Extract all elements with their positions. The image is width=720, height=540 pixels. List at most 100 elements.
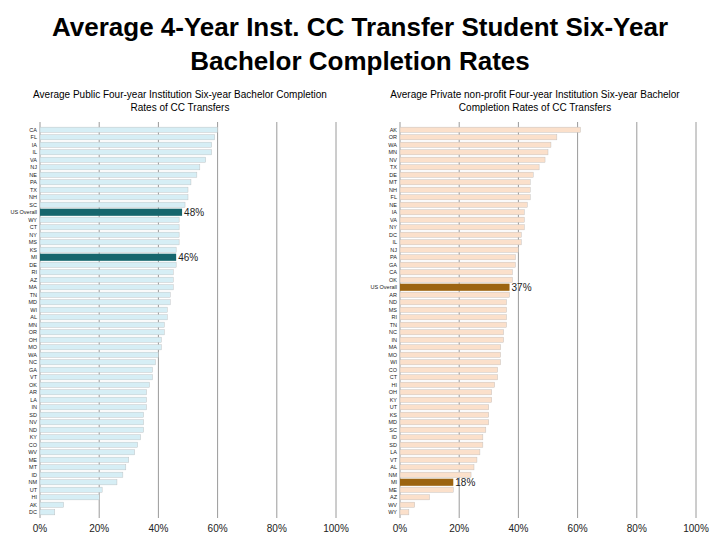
bar [400, 375, 498, 380]
bar [40, 337, 161, 342]
bar [40, 217, 179, 222]
bars [40, 127, 218, 515]
category-label: MD [388, 419, 397, 425]
category-label: AZ [30, 277, 38, 283]
bar [40, 277, 173, 282]
category-label: WY [388, 509, 397, 515]
tick-label: 60% [568, 523, 588, 534]
bar [40, 412, 144, 417]
bar [40, 165, 200, 170]
bar [400, 337, 504, 342]
category-label: KY [390, 397, 398, 403]
category-label: MS [29, 239, 38, 245]
bar [40, 135, 215, 140]
bar [40, 450, 135, 455]
category-label: AK [30, 502, 38, 508]
category-label: KS [30, 247, 38, 253]
category-label: TN [390, 322, 397, 328]
category-label: IA [392, 209, 398, 215]
category-label: RI [392, 314, 398, 320]
bar [40, 150, 212, 155]
bar [400, 284, 510, 291]
category-label: IL [392, 239, 397, 245]
bar [40, 457, 129, 462]
chart-canvas: 0%20%40%60%80%100%CAFLIAILVANJNEPATXNHSC… [0, 0, 720, 540]
category-label: DE [389, 172, 397, 178]
category-label: KY [30, 434, 38, 440]
category-label: SD [389, 442, 397, 448]
category-label: ND [29, 427, 37, 433]
bar [40, 209, 182, 216]
category-label: UT [30, 487, 38, 493]
bar [400, 195, 530, 200]
category-label: SD [29, 412, 37, 418]
bar [40, 270, 173, 275]
category-label: MS [389, 307, 398, 313]
bar [40, 247, 176, 252]
category-label: IN [32, 404, 38, 410]
bar [400, 255, 515, 260]
category-label: NJ [30, 164, 37, 170]
category-label: AR [29, 389, 37, 395]
category-label: GA [389, 262, 397, 268]
bar [400, 300, 507, 305]
bar [400, 270, 512, 275]
tick-label: 100% [323, 523, 349, 534]
category-label: VT [390, 457, 398, 463]
category-label: AL [30, 314, 37, 320]
category-label: NC [29, 359, 37, 365]
category-label: US Overall [10, 209, 37, 215]
bar [40, 195, 188, 200]
category-label: WV [388, 502, 397, 508]
grid-line [336, 122, 337, 518]
bar [400, 180, 530, 185]
tick-label: 80% [627, 523, 647, 534]
bar [400, 465, 474, 470]
data-label: 48% [184, 207, 204, 218]
bar [40, 382, 150, 387]
category-label: CT [30, 224, 38, 230]
category-label: LA [30, 397, 37, 403]
bar [400, 165, 539, 170]
category-label: AL [390, 464, 397, 470]
category-label: ID [32, 472, 38, 478]
category-label: VA [30, 157, 37, 163]
subplot-title: Average Public Four-year Institution Six… [30, 88, 330, 114]
bar [400, 315, 507, 320]
bar [40, 262, 176, 267]
category-label: NC [389, 329, 397, 335]
bar [400, 217, 524, 222]
category-label: PA [390, 254, 397, 260]
category-label: NV [29, 419, 37, 425]
bar [40, 202, 185, 207]
tick-label: 40% [148, 523, 168, 534]
subplot-title: Average Private non-profit Four-year Ins… [385, 88, 685, 114]
category-label: NM [388, 472, 397, 478]
bar [40, 142, 212, 147]
category-label: MD [28, 299, 37, 305]
category-label: MI [31, 254, 38, 260]
category-label: US Overall [370, 284, 397, 290]
category-label: WY [28, 217, 37, 223]
bar [40, 352, 158, 357]
bar [40, 315, 167, 320]
category-label: NH [29, 194, 37, 200]
bar [40, 225, 179, 230]
bar [400, 390, 492, 395]
category-label: NE [29, 172, 37, 178]
data-label: 46% [178, 252, 198, 263]
category-label: CO [389, 367, 398, 373]
bar [400, 277, 512, 282]
bar [40, 180, 191, 185]
page-title: Average 4-Year Inst. CC Transfer Student… [10, 10, 710, 78]
category-label: OH [389, 389, 397, 395]
category-label: KS [390, 412, 398, 418]
category-label: DC [29, 509, 37, 515]
tick-label: 0% [393, 523, 408, 534]
category-label: IL [32, 149, 37, 155]
category-label: DC [389, 232, 397, 238]
bar [40, 157, 206, 162]
tick-label: 100% [683, 523, 709, 534]
category-label: CA [389, 269, 397, 275]
category-label: NY [389, 224, 397, 230]
